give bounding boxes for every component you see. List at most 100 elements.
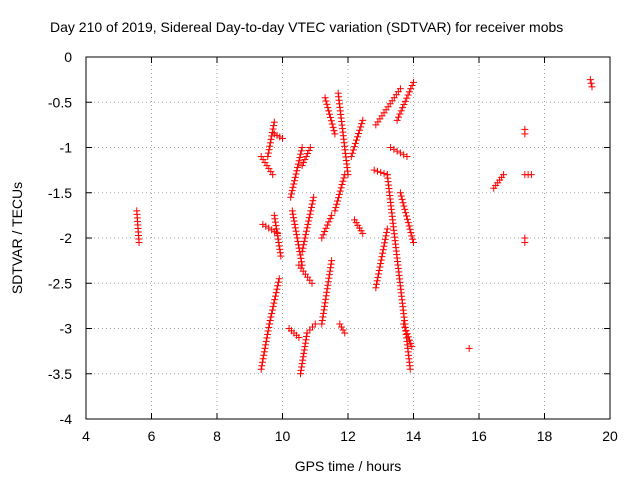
data-point <box>294 163 302 171</box>
x-tick-label: 10 <box>275 428 291 444</box>
data-point <box>321 228 329 236</box>
data-point <box>401 323 409 331</box>
data-point <box>305 214 313 222</box>
data-point <box>407 229 415 237</box>
data-point <box>310 193 318 201</box>
data-point <box>267 168 275 176</box>
data-point <box>275 239 283 247</box>
data-point <box>267 135 275 143</box>
data-point <box>300 346 308 354</box>
data-point <box>305 217 313 225</box>
data-point <box>405 88 413 96</box>
data-point <box>302 231 310 239</box>
data-point <box>298 248 306 256</box>
data-point <box>275 242 283 250</box>
grid-lines <box>86 57 610 419</box>
data-point <box>297 150 305 158</box>
data-point <box>303 224 311 232</box>
y-tick-label: -1.5 <box>48 185 72 201</box>
data-point <box>293 167 301 175</box>
data-point <box>325 271 333 279</box>
data-point <box>268 306 276 314</box>
data-point <box>301 339 309 347</box>
data-point <box>326 110 334 118</box>
data-point <box>404 333 412 341</box>
data-point <box>268 226 276 234</box>
data-point <box>336 320 344 328</box>
data-point <box>407 339 415 347</box>
x-tick-label: 8 <box>213 428 221 444</box>
data-point <box>294 237 302 245</box>
data-point <box>266 316 274 324</box>
data-point <box>291 177 299 185</box>
data-point <box>301 234 309 242</box>
data-point <box>521 239 529 247</box>
data-point <box>274 278 282 286</box>
data-point <box>500 171 508 179</box>
data-point <box>396 149 404 157</box>
data-point <box>265 320 273 328</box>
data-point <box>300 159 308 167</box>
data-point <box>406 336 414 344</box>
data-point <box>273 228 281 236</box>
data-point <box>527 171 535 179</box>
data-point <box>265 224 273 232</box>
data-point <box>300 237 308 245</box>
data-point <box>381 239 389 247</box>
data-point <box>326 267 334 275</box>
data-point <box>263 334 271 342</box>
data-point <box>403 330 411 338</box>
data-point <box>404 91 412 99</box>
y-axis-label: SDTVAR / TECUs <box>9 182 25 294</box>
data-point <box>400 202 408 210</box>
data-point <box>349 146 357 154</box>
data-point <box>271 296 279 304</box>
data-point <box>291 224 299 232</box>
data-point <box>333 200 341 208</box>
data-point <box>290 180 298 188</box>
data-point <box>299 353 307 361</box>
data-point <box>305 147 313 155</box>
data-point <box>304 150 312 158</box>
data-point <box>262 222 270 230</box>
data-point <box>403 215 411 223</box>
data-points <box>133 76 596 378</box>
data-point <box>400 320 408 328</box>
data-point <box>354 133 362 141</box>
data-point <box>330 127 338 135</box>
data-point <box>323 285 331 293</box>
data-point <box>260 351 268 359</box>
data-point <box>269 171 277 179</box>
data-point <box>322 97 330 105</box>
data-point <box>377 168 385 176</box>
data-point <box>403 212 411 220</box>
data-point <box>404 219 412 227</box>
data-point <box>337 323 345 331</box>
data-point <box>290 214 298 222</box>
data-point <box>270 299 278 307</box>
data-point <box>323 100 331 108</box>
data-point <box>318 316 326 324</box>
data-point <box>322 224 330 232</box>
data-point <box>344 171 352 179</box>
data-point <box>587 79 595 87</box>
data-point <box>276 249 284 257</box>
data-point <box>399 199 407 207</box>
data-point <box>292 227 300 235</box>
data-point <box>295 334 303 342</box>
y-tick-label: -0.5 <box>48 94 72 110</box>
data-point <box>325 274 333 282</box>
data-point <box>319 309 327 317</box>
data-point <box>322 292 330 300</box>
data-point <box>396 85 404 93</box>
data-point <box>257 153 265 161</box>
data-point <box>298 360 306 368</box>
data-point <box>291 220 299 228</box>
data-point <box>300 349 308 357</box>
y-tick-label: -2 <box>60 230 73 246</box>
data-point <box>357 123 365 131</box>
data-point <box>302 227 310 235</box>
data-point <box>270 211 278 219</box>
data-point <box>586 76 594 84</box>
data-point <box>380 242 388 250</box>
